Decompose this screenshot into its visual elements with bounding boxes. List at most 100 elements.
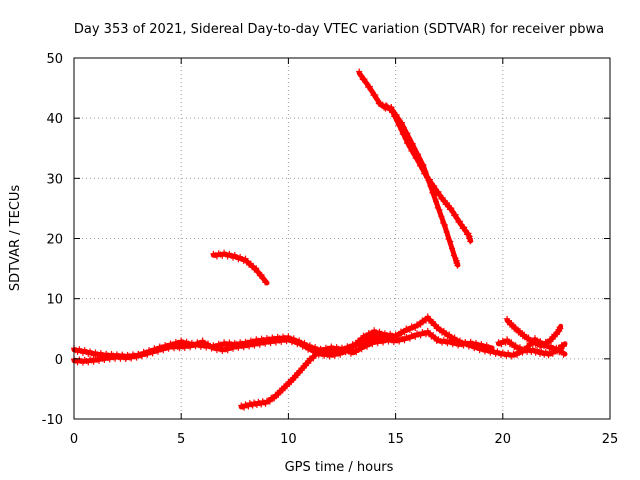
series-point (417, 321, 424, 328)
series-point (456, 218, 463, 225)
series-point (255, 268, 262, 275)
series-point (213, 253, 220, 260)
series-point (436, 206, 443, 213)
series-point (454, 262, 461, 269)
series-point (283, 338, 290, 345)
series-point (224, 347, 231, 354)
series-point (101, 357, 108, 364)
series-point (266, 398, 273, 405)
series-point (502, 339, 509, 346)
series-point (435, 188, 442, 195)
series-point (315, 350, 322, 357)
series-point (260, 275, 267, 282)
series-point (244, 258, 251, 265)
series-point (267, 340, 274, 347)
series-point (560, 351, 567, 358)
series-point (444, 200, 451, 207)
series-point (549, 336, 556, 343)
series-point (541, 342, 548, 349)
series-point (296, 369, 303, 376)
series-point (133, 354, 140, 361)
series-point (557, 325, 564, 332)
series-point (409, 147, 416, 154)
series-point (406, 327, 413, 334)
series-point (283, 383, 290, 390)
series-point (331, 352, 338, 359)
series-point (417, 332, 424, 339)
series-track-3 (210, 249, 270, 286)
y-tick-labels: -10 0 10 20 30 40 50 (42, 52, 63, 428)
y-tick-label: -10 (42, 413, 63, 428)
series-point (301, 364, 308, 371)
series-point (256, 341, 263, 348)
series-track-4 (238, 336, 388, 411)
series-point (258, 271, 265, 278)
series-point (278, 338, 285, 345)
series-point (467, 238, 474, 245)
series-point (405, 140, 412, 147)
series-point (401, 329, 408, 336)
y-tick-label: 30 (46, 172, 63, 187)
series-point (160, 347, 167, 354)
series-point (557, 345, 564, 352)
series-point (396, 332, 403, 339)
x-tick-label: 0 (70, 432, 78, 447)
series-point (187, 344, 194, 351)
series-point (426, 316, 433, 323)
x-axis-label: GPS time / hours (285, 460, 394, 475)
series-point (388, 104, 395, 111)
series-point (358, 346, 365, 353)
series-point (364, 333, 371, 340)
series-point (452, 211, 459, 218)
series-point (144, 351, 151, 358)
series-point (356, 68, 363, 75)
y-tick-label: 10 (46, 293, 63, 308)
series-point (326, 346, 333, 353)
series-point (406, 335, 413, 342)
series-point (514, 352, 521, 359)
series-point (389, 109, 396, 116)
series-point (262, 279, 269, 286)
series-point (461, 224, 468, 231)
series-point (372, 92, 379, 99)
series-point (112, 355, 119, 362)
series-point (374, 96, 381, 103)
series-point (154, 348, 161, 355)
x-tick-label: 15 (387, 432, 404, 447)
series-point (90, 358, 97, 365)
series-point (368, 87, 375, 94)
series-point (449, 245, 456, 252)
series-point (149, 350, 156, 357)
series-point (380, 339, 387, 346)
series-point (412, 324, 419, 331)
series-point (128, 355, 135, 362)
series-track-5 (356, 68, 461, 269)
x-tick-labels: 0 5 10 15 20 25 (70, 432, 618, 447)
series-point (369, 341, 376, 348)
series-point (560, 343, 567, 350)
series-point (181, 344, 188, 351)
series-track-8 (495, 336, 568, 359)
series-point (449, 208, 456, 215)
series-point (357, 72, 364, 79)
series-point (165, 345, 172, 352)
series-point (251, 342, 258, 349)
series-point (288, 379, 295, 386)
series-point (428, 180, 435, 187)
series-point (358, 337, 365, 344)
y-axis-label: SDTVAR / TECUs (8, 185, 23, 292)
series-point (192, 342, 199, 349)
series-point (406, 144, 413, 151)
series-point (292, 374, 299, 381)
series-point (235, 344, 242, 351)
series-point (242, 255, 249, 262)
series-point (438, 213, 445, 220)
y-tick-label: 50 (46, 52, 63, 67)
series-point (431, 322, 438, 329)
series-point (415, 158, 422, 165)
y-tick-label: 40 (46, 112, 63, 127)
x-tick-label: 10 (280, 432, 297, 447)
series-point (426, 176, 433, 183)
series-point (554, 348, 561, 355)
series-point (271, 395, 278, 402)
